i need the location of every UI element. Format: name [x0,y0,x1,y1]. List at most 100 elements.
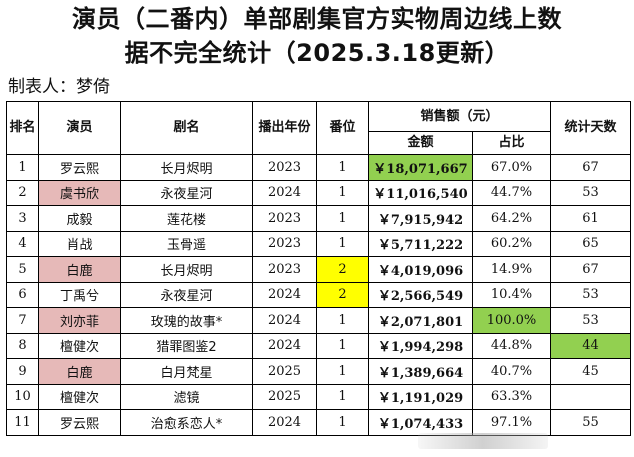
year-cell: 2023 [252,256,317,283]
title-line-1: 演员（二番内）单部剧集官方实物周边线上数 [72,5,562,33]
position-cell: 1 [316,358,369,385]
header-sales: 销售额（元） [367,101,552,132]
header-year: 播出年份 [252,101,317,155]
drama-cell: 玉骨遥 [120,230,253,257]
actor-cell: 成毅 [38,205,121,232]
rank-cell: 7 [6,307,39,334]
header-actor: 演员 [38,101,121,155]
actor-cell: 丁禹兮 [38,281,121,308]
share-cell: 14.9% [471,256,552,283]
header-days: 统计天数 [550,101,632,155]
share-cell: 100.0% [471,307,552,334]
drama-cell: 永夜星河 [120,281,253,308]
days-cell: 67 [550,154,632,181]
days-cell: 45 [550,358,632,385]
position-cell: 1 [316,332,369,359]
header-drama: 剧名 [120,101,253,155]
share-cell: 60.2% [471,230,552,257]
drama-cell: 长月烬明 [120,154,253,181]
amount-cell: ￥1,074,433 [368,409,473,436]
year-cell: 2024 [252,281,317,308]
table-row: 3 成毅 莲花楼 2023 1 ￥7,915,942 64.2% 61 [6,205,632,232]
header-share: 占比 [471,131,552,155]
header-rank: 排名 [6,101,39,155]
position-cell: 1 [316,179,369,206]
rank-cell: 9 [6,358,39,385]
share-cell: 44.7% [471,179,552,206]
sales-table: 排名 演员 剧名 播出年份 番位 销售额（元） 统计天数 金额 占比 1 罗云熙… [6,101,632,436]
year-cell: 2023 [252,154,317,181]
table-row: 10 檀健次 滤镜 2025 1 ￥1,191,029 63.3% [6,383,632,410]
rank-cell: 6 [6,281,39,308]
actor-cell: 檀健次 [38,383,121,410]
position-cell: 2 [316,281,369,308]
share-cell: 10.4% [471,281,552,308]
days-cell: 61 [550,205,632,232]
position-cell: 1 [316,154,369,181]
days-cell: 55 [550,409,632,436]
actor-cell: 肖战 [38,230,121,257]
share-cell: 97.1% [471,409,552,436]
year-cell: 2024 [252,307,317,334]
amount-cell: ￥11,016,540 [368,179,473,206]
header-amount: 金额 [368,131,473,155]
watermark-overlay [418,433,548,449]
rank-cell: 1 [6,154,39,181]
days-cell: 67 [550,256,632,283]
share-cell: 64.2% [471,205,552,232]
rank-cell: 3 [6,205,39,232]
year-cell: 2024 [252,409,317,436]
year-cell: 2023 [252,230,317,257]
table-row: 8 檀健次 猎罪图鉴2 2024 1 ￥1,994,298 44.8% 44 [6,332,632,359]
drama-cell: 玫瑰的故事* [120,307,253,334]
position-cell: 1 [316,205,369,232]
amount-cell: ￥7,915,942 [368,205,473,232]
drama-cell: 治愈系恋人* [120,409,253,436]
actor-cell: 白鹿 [38,256,121,283]
drama-cell: 莲花楼 [120,205,253,232]
share-cell: 40.7% [471,358,552,385]
days-cell: 65 [550,230,632,257]
table-row: 1 罗云熙 长月烬明 2023 1 ￥18,071,667 67.0% 67 [6,154,632,181]
table-body: 1 罗云熙 长月烬明 2023 1 ￥18,071,667 67.0% 67 2… [6,154,632,436]
table-row: 11 罗云熙 治愈系恋人* 2024 1 ￥1,074,433 97.1% 55 [6,409,632,436]
share-cell: 44.8% [471,332,552,359]
year-cell: 2023 [252,205,317,232]
amount-cell: ￥5,711,222 [368,230,473,257]
drama-cell: 长月烬明 [120,256,253,283]
header-position: 番位 [316,101,369,155]
days-cell: 44 [550,332,632,359]
amount-cell: ￥4,019,096 [368,256,473,283]
share-cell: 63.3% [471,383,552,410]
amount-cell: ￥2,566,549 [368,281,473,308]
days-cell [550,383,632,410]
position-cell: 1 [316,383,369,410]
actor-cell: 白鹿 [38,358,121,385]
rank-cell: 5 [6,256,39,283]
actor-cell: 虞书欣 [38,179,121,206]
amount-cell: ￥1,389,664 [368,358,473,385]
rank-cell: 10 [6,383,39,410]
rank-cell: 8 [6,332,39,359]
drama-cell: 白月梵星 [120,358,253,385]
amount-cell: ￥1,994,298 [368,332,473,359]
table-row: 4 肖战 玉骨遥 2023 1 ￥5,711,222 60.2% 65 [6,230,632,257]
rank-cell: 4 [6,230,39,257]
amount-cell: ￥18,071,667 [368,154,473,181]
share-cell: 67.0% [471,154,552,181]
actor-cell: 刘亦菲 [38,307,121,334]
table-row: 2 虞书欣 永夜星河 2024 1 ￥11,016,540 44.7% 53 [6,179,632,206]
position-cell: 1 [316,409,369,436]
actor-cell: 檀健次 [38,332,121,359]
drama-cell: 永夜星河 [120,179,253,206]
drama-cell: 滤镜 [120,383,253,410]
table-maker: 制表人：梦倚 [8,77,110,97]
year-cell: 2024 [252,179,317,206]
days-cell: 53 [550,281,632,308]
position-cell: 2 [316,256,369,283]
year-cell: 2025 [252,383,317,410]
rank-cell: 2 [6,179,39,206]
table-row: 6 丁禹兮 永夜星河 2024 2 ￥2,566,549 10.4% 53 [6,281,632,308]
table-row: 7 刘亦菲 玫瑰的故事* 2024 1 ￥2,071,801 100.0% 53 [6,307,632,334]
amount-cell: ￥1,191,029 [368,383,473,410]
